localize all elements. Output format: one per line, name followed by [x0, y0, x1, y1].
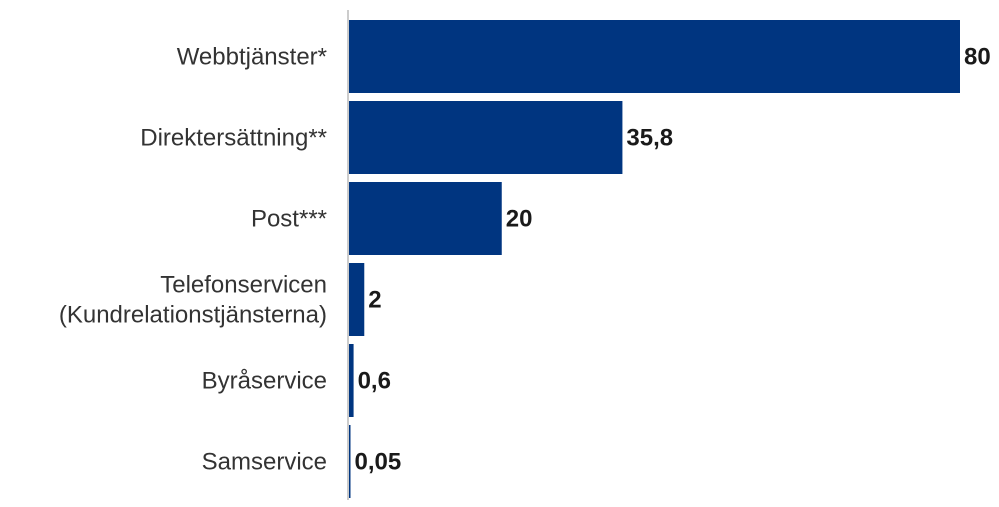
bar-4	[349, 344, 354, 417]
value-labels-group: 80 35,8 20 2 0,6 0,05	[355, 44, 991, 476]
bar-1	[349, 101, 623, 174]
category-label-2: Post***	[251, 206, 327, 233]
value-label-5: 0,05	[355, 449, 402, 476]
bar-2	[349, 182, 502, 255]
category-label-3-line-0: Telefonservicen	[160, 272, 327, 299]
bar-5	[349, 425, 351, 498]
value-label-0: 80	[964, 44, 991, 71]
category-labels-group: Webbtjänster* Direktersättning** Post*** Te…	[59, 44, 327, 476]
value-label-2: 20	[506, 206, 533, 233]
value-label-1: 35,8	[626, 125, 673, 152]
value-label-3: 2	[368, 287, 381, 314]
category-label-0: Webbtjänster*	[177, 44, 327, 71]
bars-group	[349, 20, 960, 498]
value-label-4: 0,6	[358, 368, 391, 395]
category-label-1: Direktersättning**	[140, 125, 327, 152]
category-label-4: Byråservice	[202, 368, 327, 395]
category-label-5: Samservice	[202, 449, 327, 476]
bar-0	[349, 20, 960, 93]
category-label-3-line-1: (Kundrelationstjänsterna)	[59, 302, 327, 329]
bar-3	[349, 263, 365, 336]
